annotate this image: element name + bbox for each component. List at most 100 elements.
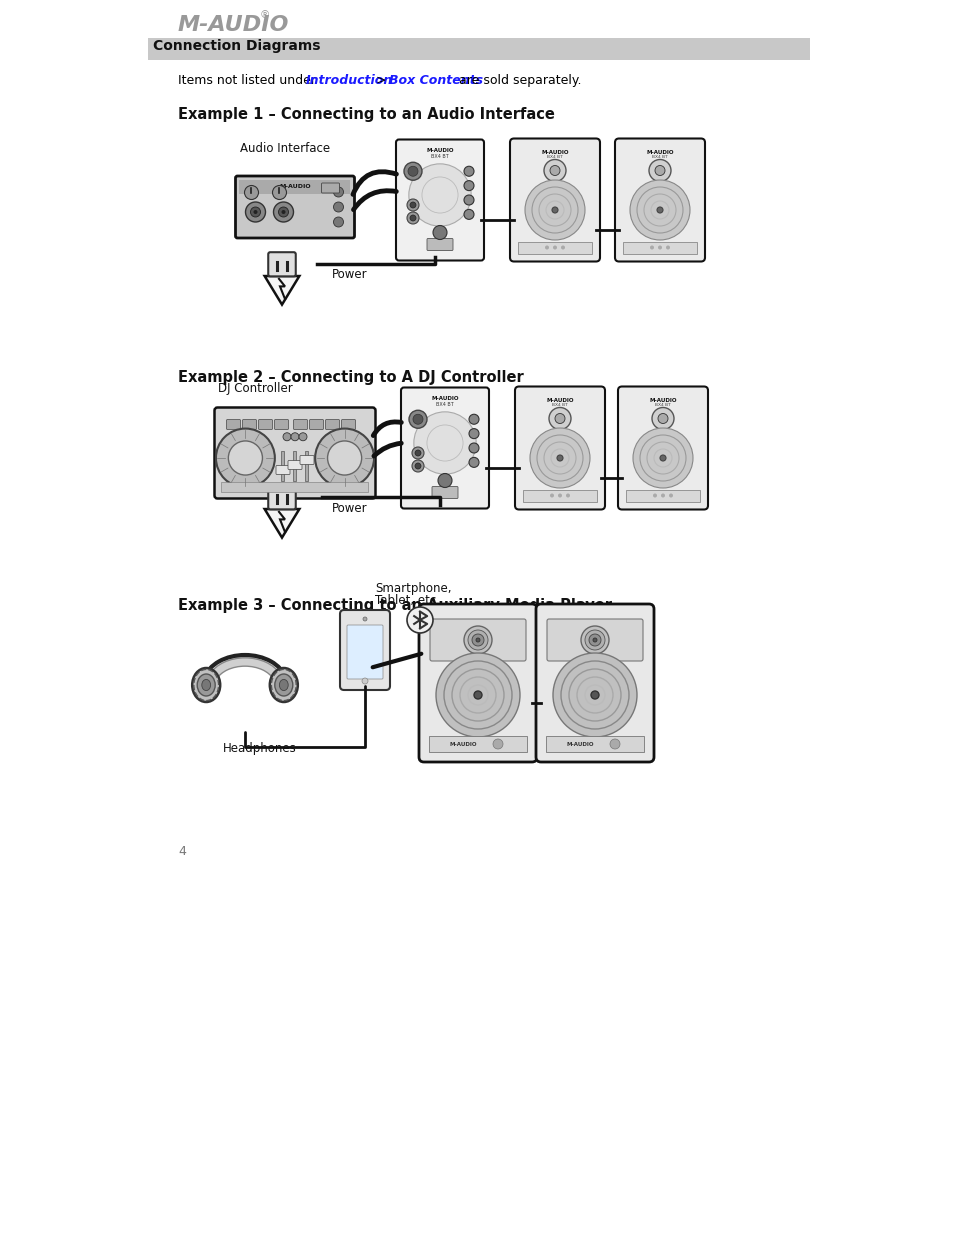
Circle shape [408, 167, 417, 177]
Circle shape [291, 432, 298, 441]
Circle shape [274, 203, 294, 222]
Circle shape [476, 638, 479, 642]
Circle shape [590, 692, 598, 699]
Circle shape [474, 692, 481, 699]
Circle shape [415, 463, 420, 469]
Ellipse shape [202, 679, 211, 690]
Ellipse shape [197, 674, 215, 697]
Circle shape [557, 454, 562, 461]
FancyBboxPatch shape [432, 487, 457, 499]
Circle shape [555, 414, 564, 424]
Circle shape [548, 408, 571, 430]
Circle shape [629, 180, 689, 240]
FancyBboxPatch shape [339, 610, 390, 690]
Circle shape [463, 195, 474, 205]
Bar [281, 451, 284, 480]
Circle shape [273, 185, 286, 200]
Circle shape [658, 414, 667, 424]
Circle shape [524, 180, 584, 240]
Text: Box Contents: Box Contents [389, 74, 482, 86]
FancyBboxPatch shape [274, 420, 288, 430]
Circle shape [469, 429, 478, 438]
Circle shape [550, 494, 554, 498]
Circle shape [463, 626, 492, 655]
FancyBboxPatch shape [294, 420, 307, 430]
Text: BX4 BT: BX4 BT [431, 154, 449, 159]
Circle shape [412, 459, 423, 472]
Circle shape [463, 167, 474, 177]
Circle shape [253, 210, 257, 214]
Circle shape [657, 207, 662, 212]
Text: M-AUDIO: M-AUDIO [645, 149, 673, 154]
Circle shape [278, 207, 288, 217]
FancyBboxPatch shape [395, 140, 483, 261]
Circle shape [469, 443, 478, 453]
Circle shape [544, 246, 548, 249]
Circle shape [314, 429, 374, 488]
FancyBboxPatch shape [268, 485, 295, 509]
Circle shape [433, 226, 447, 240]
Circle shape [565, 494, 569, 498]
Circle shape [410, 215, 416, 221]
Circle shape [283, 432, 291, 441]
Circle shape [327, 441, 361, 475]
Circle shape [410, 203, 416, 207]
FancyBboxPatch shape [427, 238, 453, 251]
Bar [221, 482, 368, 492]
FancyBboxPatch shape [242, 420, 256, 430]
Polygon shape [264, 509, 299, 537]
Text: BX4 BT: BX4 BT [547, 156, 562, 159]
Circle shape [361, 678, 368, 684]
Circle shape [660, 494, 664, 498]
FancyBboxPatch shape [546, 619, 642, 661]
Circle shape [553, 246, 557, 249]
FancyBboxPatch shape [258, 420, 273, 430]
FancyBboxPatch shape [325, 420, 339, 430]
Circle shape [363, 618, 367, 621]
Circle shape [407, 212, 418, 224]
Circle shape [415, 450, 420, 456]
Text: Power: Power [332, 501, 367, 515]
Text: BX4 BT: BX4 BT [552, 404, 567, 408]
Text: DJ Controller: DJ Controller [217, 382, 292, 395]
Circle shape [584, 630, 604, 650]
Circle shape [334, 217, 343, 227]
Circle shape [493, 739, 502, 748]
Bar [305, 451, 308, 480]
Circle shape [412, 447, 423, 459]
FancyBboxPatch shape [615, 138, 704, 262]
Bar [148, 38, 809, 61]
Circle shape [658, 246, 661, 249]
Text: Example 1 – Connecting to an Audio Interface: Example 1 – Connecting to an Audio Inter… [178, 107, 555, 122]
FancyBboxPatch shape [418, 604, 537, 762]
Circle shape [560, 246, 564, 249]
FancyBboxPatch shape [510, 138, 599, 262]
FancyBboxPatch shape [347, 625, 382, 679]
Circle shape [668, 494, 672, 498]
Circle shape [436, 653, 519, 737]
FancyBboxPatch shape [618, 387, 707, 510]
FancyBboxPatch shape [268, 252, 295, 277]
Bar [522, 489, 597, 501]
Circle shape [593, 638, 597, 642]
Circle shape [543, 159, 565, 182]
Circle shape [580, 626, 608, 655]
Ellipse shape [192, 668, 220, 701]
Circle shape [652, 494, 657, 498]
Circle shape [251, 207, 260, 217]
FancyBboxPatch shape [341, 420, 355, 430]
Text: Tablet, etc.: Tablet, etc. [375, 594, 439, 606]
Circle shape [558, 494, 561, 498]
Ellipse shape [274, 674, 293, 697]
Text: Power: Power [332, 268, 367, 282]
FancyBboxPatch shape [235, 177, 355, 238]
Bar [429, 736, 526, 752]
Text: ®: ® [260, 10, 270, 20]
Text: Items not listed under: Items not listed under [178, 74, 319, 86]
Circle shape [659, 454, 665, 461]
FancyBboxPatch shape [536, 604, 654, 762]
Text: BX4 BT: BX4 BT [655, 404, 670, 408]
Circle shape [463, 180, 474, 190]
Circle shape [409, 164, 471, 226]
Text: M-AUDIO: M-AUDIO [426, 148, 454, 153]
